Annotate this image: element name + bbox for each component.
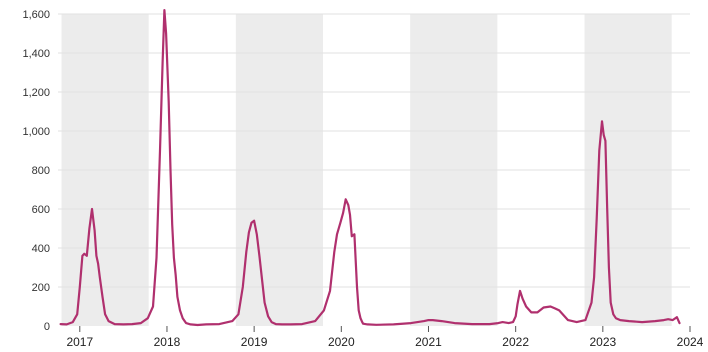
x-axis-tick-labels: 2017 2018 2019 2020 2021 2022 2023 2024	[66, 326, 704, 349]
x-tick-label: 2021	[415, 335, 442, 349]
y-tick-label: 800	[32, 165, 50, 177]
x-tick-label: 2020	[328, 335, 355, 349]
series-line-0	[59, 9, 681, 327]
x-tick-label: 2024	[677, 335, 704, 349]
y-axis-tick-labels: 0 200 400 600 800 1,000 1,200 1,400 1,600	[22, 9, 50, 333]
x-tick-label: 2018	[154, 335, 181, 349]
y-tick-label: 400	[32, 243, 50, 255]
y-tick-label: 200	[32, 282, 50, 294]
y-tick-label: 600	[32, 204, 50, 216]
x-tick-label: 2019	[241, 335, 268, 349]
x-tick-label: 2022	[502, 335, 529, 349]
x-tick-label: 2017	[66, 335, 93, 349]
y-tick-label: 0	[44, 321, 50, 333]
x-tick-label: 2023	[589, 335, 616, 349]
y-tick-label: 1,400	[22, 48, 50, 60]
y-tick-label: 1,600	[22, 9, 50, 21]
series-group	[59, 9, 681, 327]
y-tick-label: 1,000	[22, 126, 50, 138]
y-tick-label: 1,200	[22, 87, 50, 99]
